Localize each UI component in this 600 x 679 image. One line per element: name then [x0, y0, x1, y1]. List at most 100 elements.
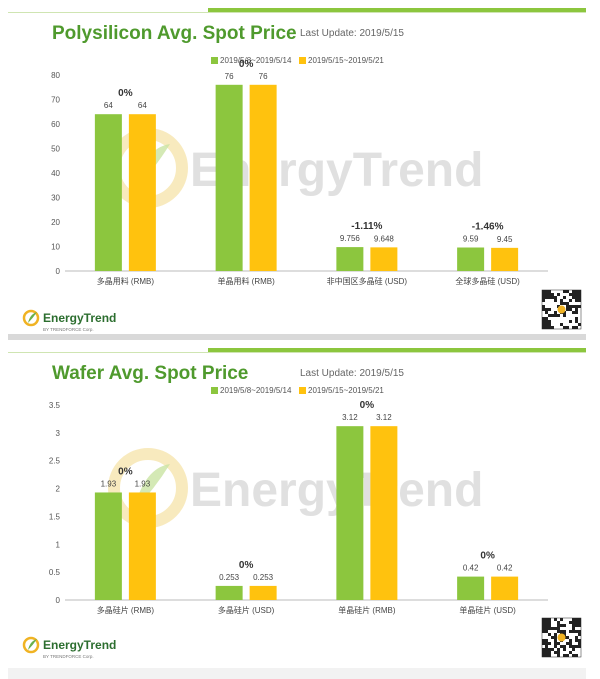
change-label: 0%: [360, 400, 375, 411]
qr-cell: [548, 323, 551, 326]
qr-cell: [545, 645, 548, 648]
last-update: Last Update: 2019/5/15: [300, 28, 404, 39]
qr-cell: [575, 311, 578, 314]
chart-title: Polysilicon Avg. Spot Price: [52, 23, 297, 44]
y-tick-label: 2: [56, 485, 61, 494]
qr-cell: [578, 293, 581, 296]
bar: [370, 247, 398, 271]
qr-cell: [548, 326, 551, 329]
qr-cell: [575, 624, 578, 627]
qr-cell: [572, 624, 575, 627]
qr-cell: [542, 624, 545, 627]
logo-ring: [22, 636, 40, 654]
y-tick-label: 30: [51, 194, 60, 203]
qr-cell: [545, 618, 548, 621]
qr-cell: [542, 323, 545, 326]
qr-cell: [548, 627, 551, 630]
qr-cell: [572, 627, 575, 630]
qr-cell: [569, 639, 572, 642]
qr-cell: [554, 618, 557, 621]
qr-cell: [551, 314, 554, 317]
bar: [336, 247, 364, 271]
qr-cell: [563, 648, 566, 651]
logo-sub: BY TRENDFORCE Corp.: [43, 654, 94, 659]
qr-cell: [551, 293, 554, 296]
legend-swatch: [299, 57, 306, 64]
change-label: 0%: [239, 560, 254, 571]
data-label: 0.253: [219, 573, 240, 582]
data-label: 3.12: [376, 413, 392, 422]
qr-cell: [575, 320, 578, 323]
change-label: 0%: [118, 466, 133, 477]
data-label: 64: [138, 101, 147, 110]
logo-sub: BY TRENDFORCE Corp.: [43, 327, 94, 332]
qr-cell: [563, 630, 566, 633]
qr-cell: [557, 293, 560, 296]
qr-cell: [560, 299, 563, 302]
qr-cell: [566, 654, 569, 657]
qr-cell: [548, 654, 551, 657]
data-label: 1.93: [101, 479, 117, 488]
wafer-chart-panel: Wafer Avg. Spot Price Last Update: 2019/5…: [8, 340, 586, 668]
qr-cell: [554, 299, 557, 302]
qr-cell: [548, 642, 551, 645]
qr-cell: [566, 290, 569, 293]
qr-cell: [542, 630, 545, 633]
bar: [128, 114, 156, 271]
qr-cell: [560, 630, 563, 633]
qr-cell: [575, 305, 578, 308]
qr-cell: [548, 633, 551, 636]
qr-cell: [557, 654, 560, 657]
data-label: 9.45: [497, 235, 513, 244]
qr-cell: [578, 630, 581, 633]
legend-swatch: [211, 57, 218, 64]
qr-cell: [563, 326, 566, 329]
qr-cell: [554, 296, 557, 299]
qr-cell: [566, 308, 569, 311]
qr-cell: [563, 290, 566, 293]
qr-cell: [542, 639, 545, 642]
qr-cell: [572, 326, 575, 329]
qr-cell: [575, 645, 578, 648]
change-label: 0%: [118, 88, 133, 99]
bar: [491, 247, 519, 271]
qr-cell: [569, 630, 572, 633]
qr-cell: [545, 624, 548, 627]
accent-line-thin: [8, 12, 586, 13]
qr-cell: [542, 326, 545, 329]
qr-cell: [578, 621, 581, 624]
data-label: 64: [104, 101, 113, 110]
data-label: 0.42: [497, 564, 513, 573]
qr-cell: [548, 320, 551, 323]
y-tick-label: 1: [56, 540, 61, 549]
data-label: 0.42: [463, 564, 479, 573]
qr-cell: [572, 645, 575, 648]
qr-cell: [542, 317, 545, 320]
qr-cell: [542, 654, 545, 657]
bar: [215, 84, 243, 271]
qr-cell: [569, 320, 572, 323]
legend-label: 2019/5/15~2019/5/21: [308, 56, 384, 65]
logo-leaf: [28, 312, 37, 323]
last-update: Last Update: 2019/5/15: [300, 368, 404, 379]
qr-cell: [545, 296, 548, 299]
qr-cell: [542, 618, 545, 621]
data-label: 3.12: [342, 413, 358, 422]
logo-name: EnergyTrend: [43, 638, 116, 652]
qr-cell: [557, 630, 560, 633]
y-tick-label: 80: [51, 71, 60, 80]
logo-leaf: [28, 639, 37, 650]
data-label: 1.93: [135, 479, 151, 488]
qr-cell: [575, 317, 578, 320]
qr-cell: [551, 636, 554, 639]
qr-cell: [545, 290, 548, 293]
qr-cell: [545, 317, 548, 320]
qr-cell: [575, 654, 578, 657]
qr-cell: [575, 636, 578, 639]
qr-cell: [560, 618, 563, 621]
data-label: 76: [259, 72, 268, 81]
data-label: 9.648: [374, 234, 395, 243]
legend-swatch: [299, 387, 306, 394]
qr-cell: [575, 621, 578, 624]
qr-center-logo: [557, 633, 566, 642]
